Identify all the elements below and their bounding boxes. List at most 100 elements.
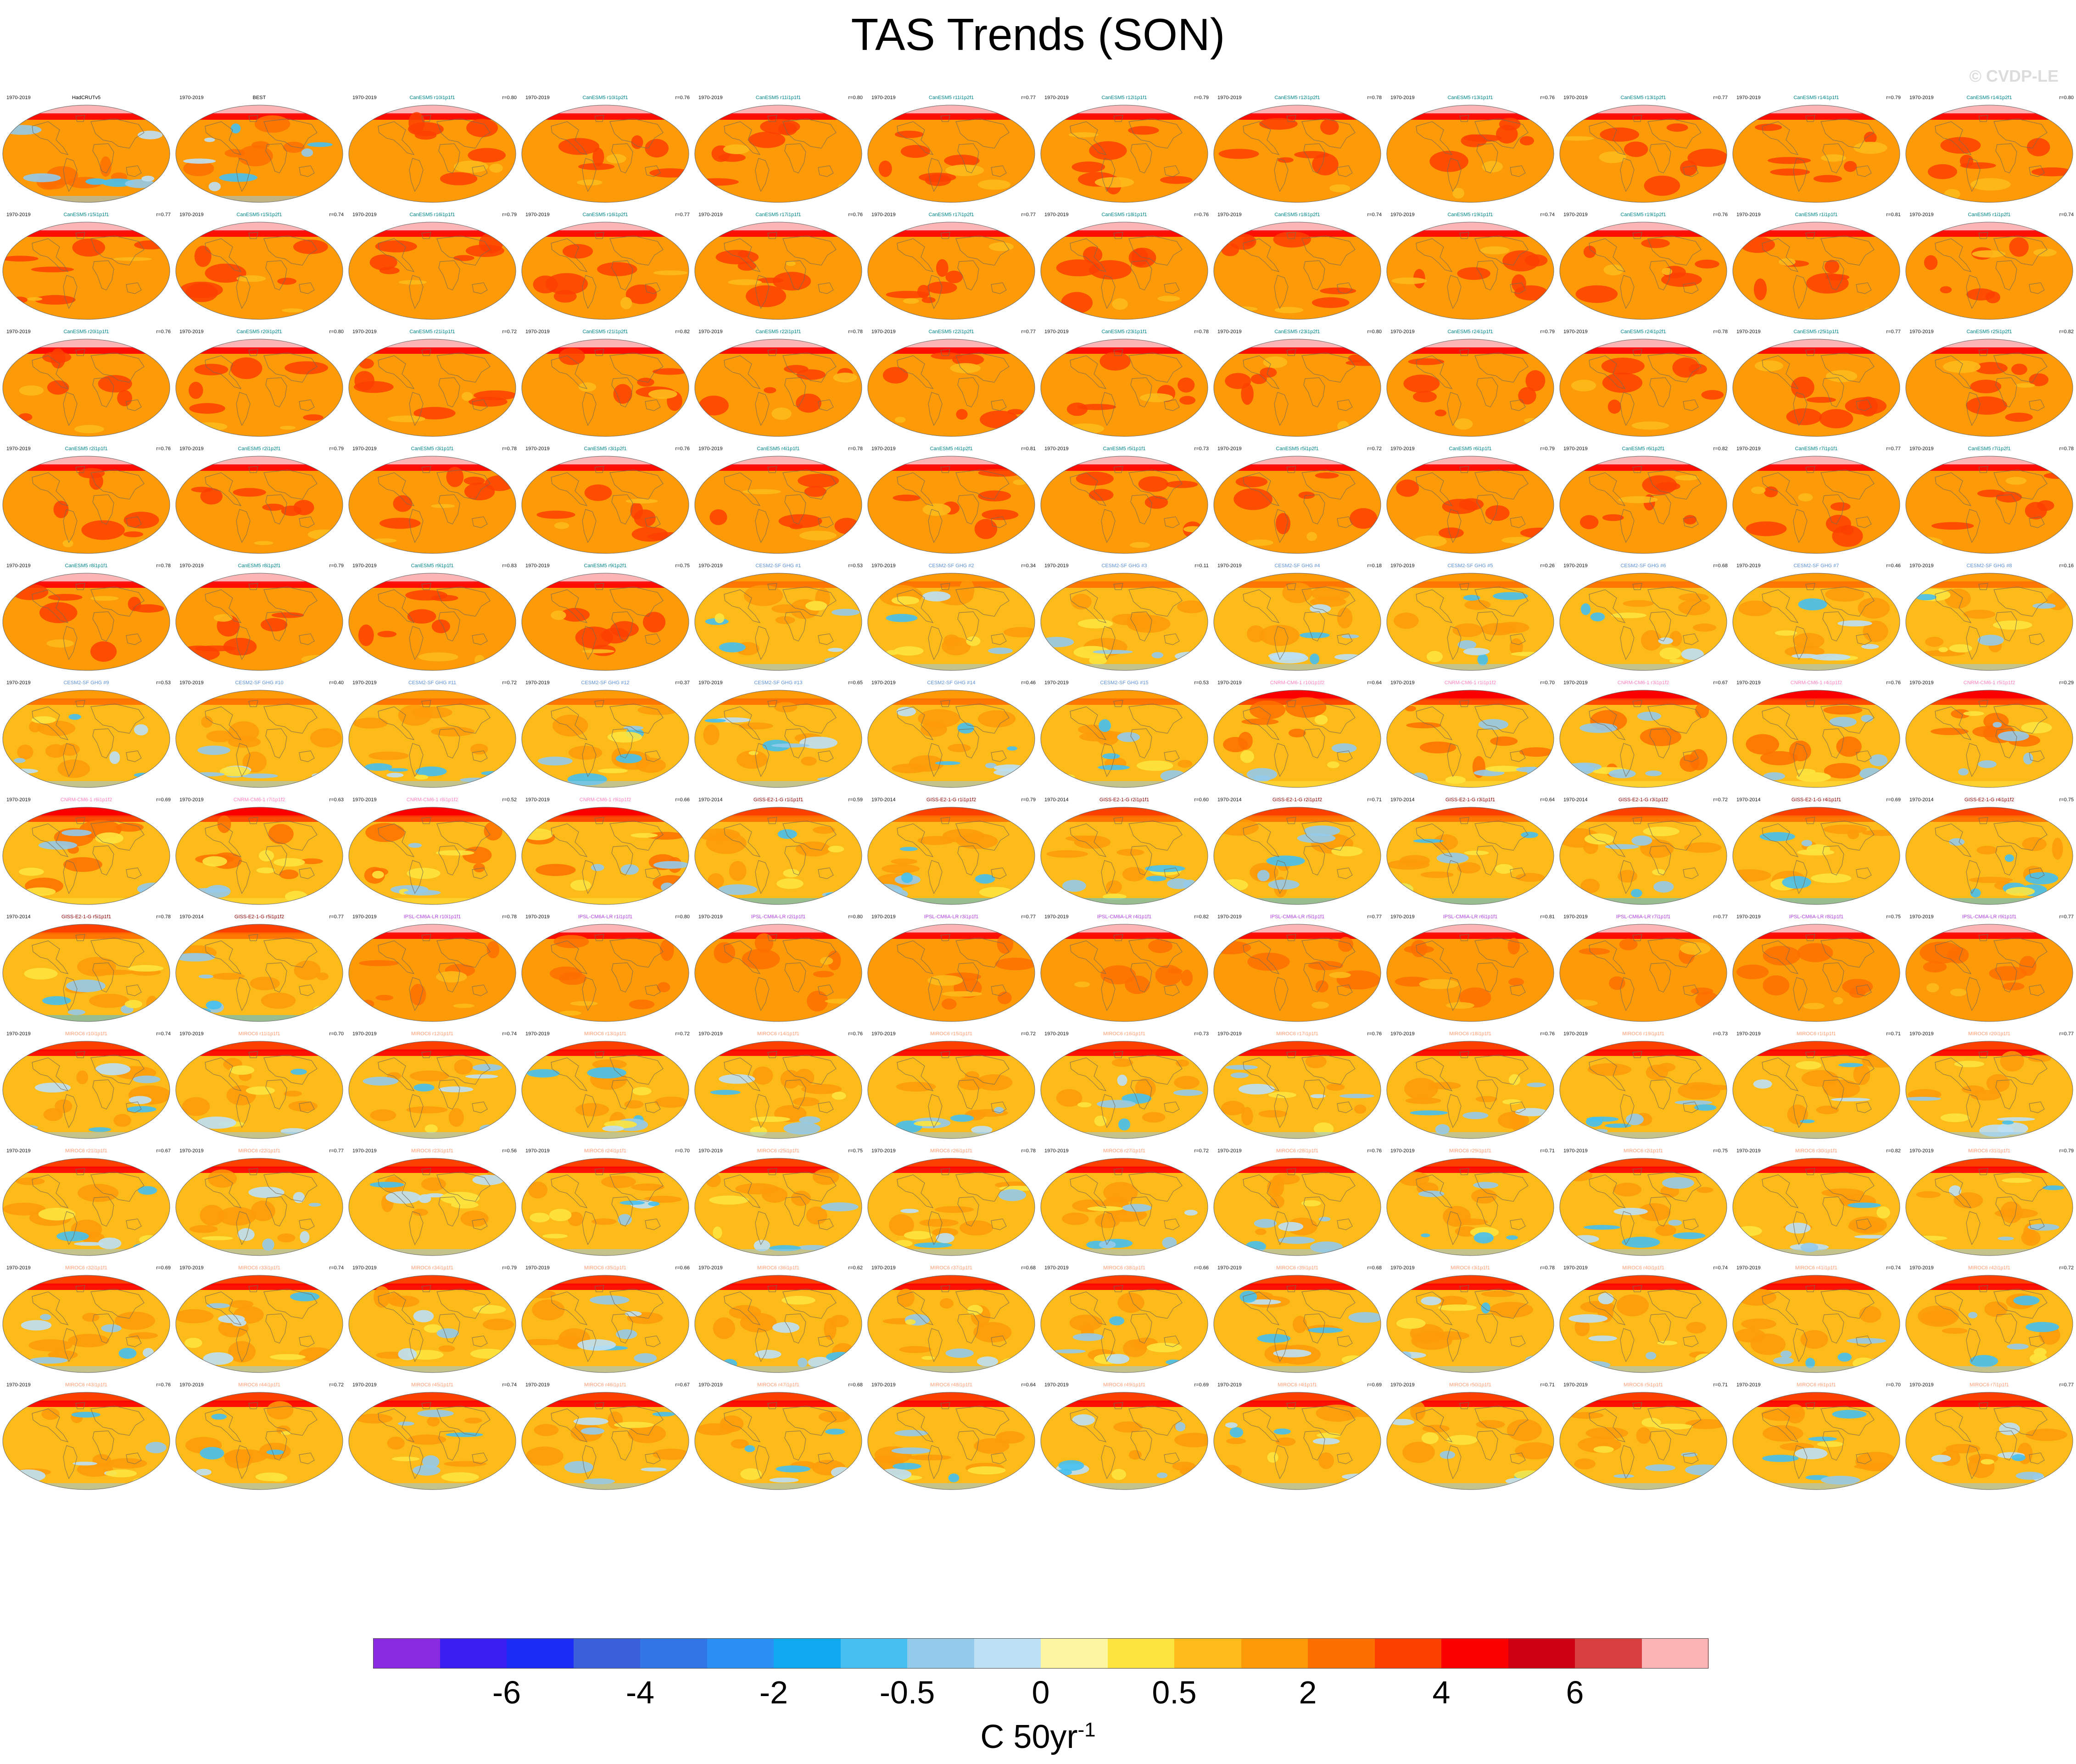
warm-anomaly: [261, 618, 288, 632]
southern-ocean-band: [3, 781, 170, 787]
panel-correlation-label: r=0.77: [2059, 1382, 2074, 1388]
coastline: [75, 466, 85, 473]
coastline: [248, 466, 258, 473]
southern-ocean-band: [522, 1366, 689, 1373]
arctic-band: [522, 464, 689, 471]
cool-anomaly: [42, 996, 71, 1005]
cool-anomaly: [894, 1240, 913, 1247]
map-panel-svg: [867, 924, 1035, 1022]
coastline: [1303, 260, 1325, 290]
cool-anomaly: [1130, 542, 1150, 548]
coastline: [236, 977, 251, 1011]
cool-anomaly: [1421, 1233, 1430, 1238]
cool-anomaly: [1853, 1357, 1875, 1369]
map-panel-svg: [694, 690, 862, 788]
map-panel: 1970-2019 IPSL-CM6A-LR r4i1p1f1 r=0.82: [1038, 913, 1211, 1025]
warm-anomaly: [1320, 119, 1339, 135]
arctic-band: [1387, 464, 1554, 471]
coastline: [1130, 962, 1152, 993]
southern-ocean-band: [3, 1366, 170, 1373]
map-panel: 1970-2019 MIROC6 r17i1p1f1 r=0.76: [1211, 1030, 1384, 1142]
map-panel-svg: [1213, 1041, 1381, 1139]
map-panel-svg: [694, 1392, 862, 1490]
coastline: [472, 867, 488, 879]
warm-anomaly: [653, 875, 689, 891]
arctic-band: [1733, 1049, 1900, 1056]
warm-anomaly: [1925, 636, 1944, 647]
map-outline: [348, 105, 516, 203]
panel-correlation-label: r=0.76: [848, 212, 863, 218]
colorbar-box: [1174, 1638, 1241, 1669]
cool-anomaly: [1227, 188, 1242, 200]
cool-anomaly: [201, 1236, 233, 1240]
cool-anomaly: [1473, 1232, 1494, 1244]
coastline: [767, 934, 777, 941]
panel-period-label: 1970-2019: [352, 914, 377, 920]
cool-anomaly: [1796, 1061, 1822, 1070]
panel-correlation-label: r=0.70: [675, 1148, 690, 1154]
map-panel: 1970-2019 MIROC6 r4i1p1f1 r=0.69: [1211, 1381, 1384, 1493]
warm-anomaly: [182, 1097, 210, 1116]
cool-anomaly: [723, 144, 750, 154]
panel-period-label: 1970-2019: [1217, 212, 1242, 218]
map-panel-svg: [1559, 807, 1727, 905]
warm-anomaly: [89, 472, 103, 490]
panel-title: CanESM5 r6i1p2f1: [1622, 446, 1665, 452]
panel-correlation-label: r=0.72: [1367, 446, 1382, 452]
map-field: [349, 456, 516, 553]
southern-ocean-band: [868, 781, 1035, 787]
cool-anomaly: [424, 1124, 438, 1133]
map-outline: [175, 222, 343, 320]
cool-anomaly: [799, 1116, 820, 1124]
warm-anomaly: [1464, 134, 1502, 142]
cool-anomaly: [256, 867, 275, 874]
panel-correlation-label: r=0.71: [1367, 797, 1382, 803]
coastline: [1793, 509, 1808, 543]
cool-anomaly: [1157, 296, 1180, 302]
cool-anomaly: [1763, 772, 1785, 781]
cool-anomaly: [1695, 1353, 1717, 1364]
cool-anomaly: [1438, 1304, 1477, 1311]
panel-title: CanESM5 r4i1p2f1: [930, 446, 973, 452]
cool-anomaly: [2007, 1343, 2029, 1350]
warm-anomaly: [1613, 1183, 1641, 1197]
coastline: [1128, 469, 1183, 500]
warm-anomaly: [310, 728, 342, 748]
panel-title: MIROC6 r38i1p1f1: [1103, 1265, 1145, 1271]
map-panel-svg: [694, 573, 862, 671]
coastline: [409, 509, 424, 543]
map-panel-svg: [1040, 339, 1208, 437]
warm-anomaly: [277, 1233, 296, 1243]
coastline: [1993, 938, 2048, 968]
coastline: [1822, 494, 1844, 525]
arctic-band: [868, 230, 1035, 237]
map-outline: [1040, 339, 1208, 437]
panel-period-label: 1970-2019: [179, 446, 204, 452]
panel-correlation-label: r=0.69: [1194, 1382, 1209, 1388]
map-panel-svg: [1732, 105, 1900, 203]
coastline: [1243, 706, 1280, 740]
panel-title: CESM2-SF GHG #11: [408, 680, 457, 686]
warm-anomaly: [1602, 373, 1643, 393]
cool-anomaly: [1173, 1089, 1203, 1096]
arctic-band: [695, 113, 862, 120]
map-panel-svg: [1732, 1041, 1900, 1139]
cool-anomaly: [1583, 1225, 1620, 1230]
cool-anomaly: [623, 726, 644, 730]
warm-anomaly: [78, 1183, 119, 1202]
cool-anomaly: [891, 1447, 931, 1454]
arctic-band: [1041, 1049, 1208, 1056]
coastline: [205, 121, 242, 155]
map-panel-svg: [867, 1041, 1035, 1139]
arctic-band: [1906, 932, 2073, 939]
warm-anomaly: [2019, 956, 2037, 976]
cool-anomaly: [1869, 754, 1888, 766]
cool-anomaly: [549, 1209, 572, 1222]
map-panel: 1970-2019 CNRM-CM6-1 r1i1p1f2 r=0.70: [1384, 679, 1557, 791]
coastline: [957, 728, 979, 759]
coastline: [1966, 626, 1981, 660]
warm-anomaly: [943, 634, 960, 647]
cool-anomaly: [817, 776, 856, 782]
cool-anomaly: [1992, 722, 2002, 728]
coastline: [1476, 845, 1498, 876]
